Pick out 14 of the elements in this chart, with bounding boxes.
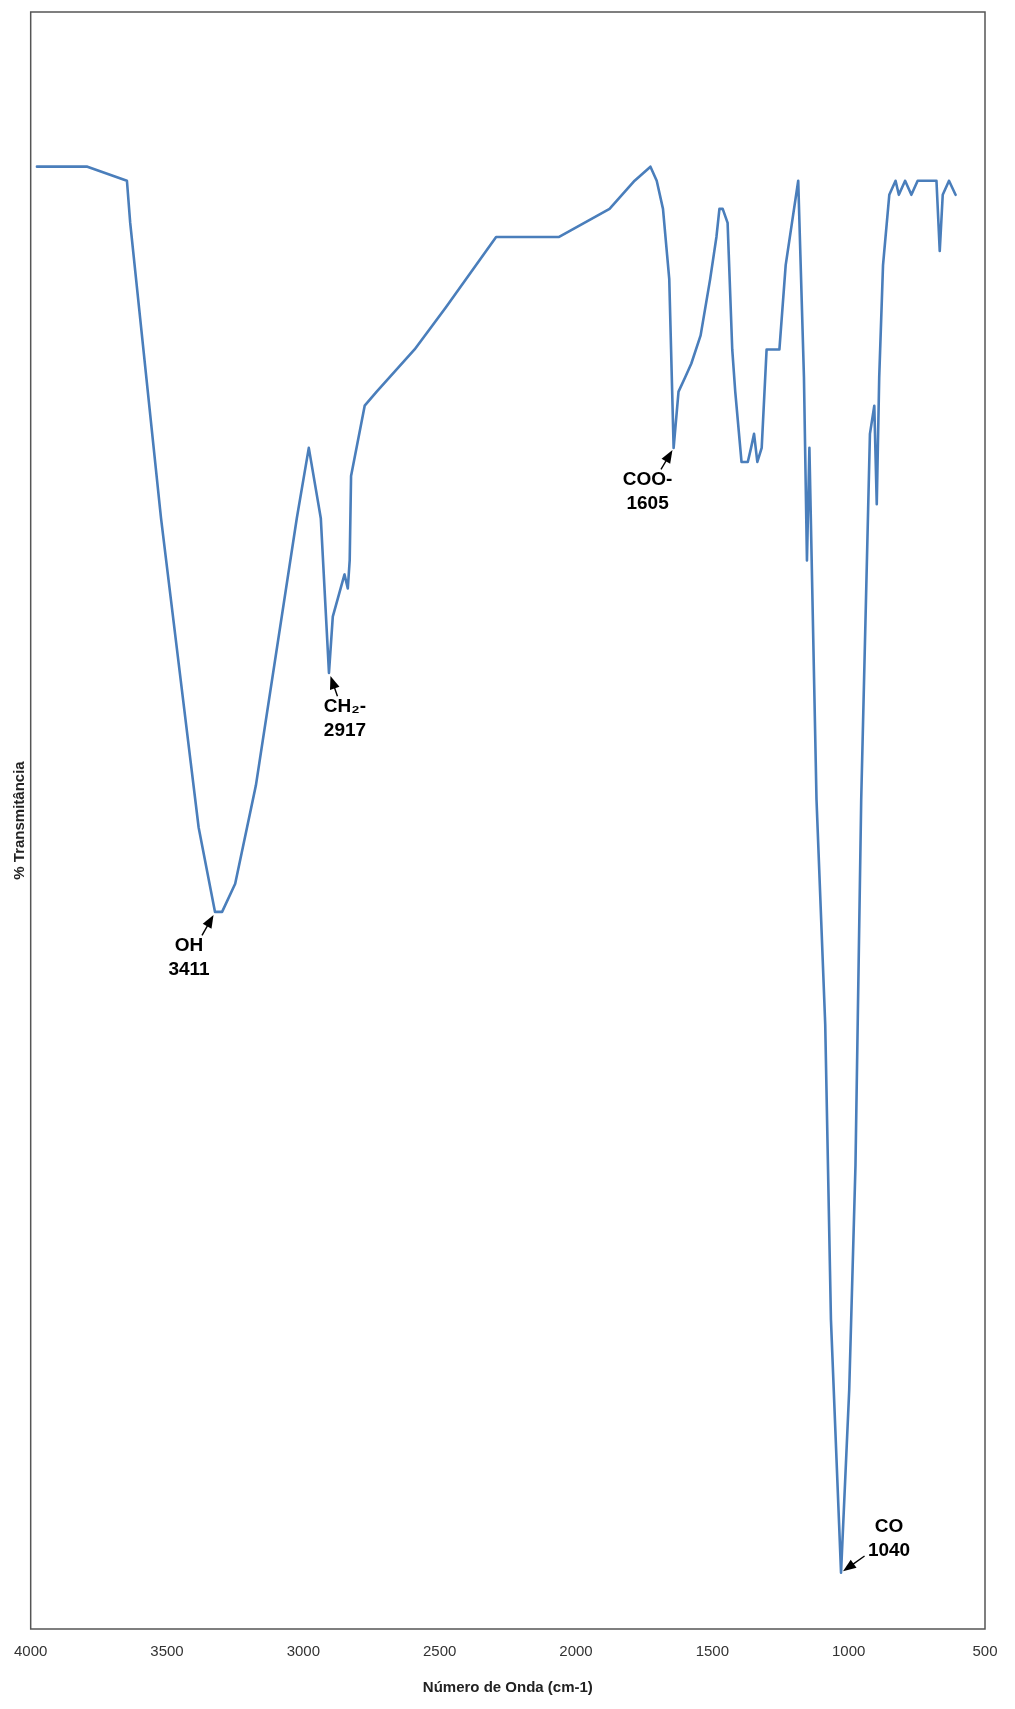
x-axis-title: Número de Onda (cm-1) xyxy=(422,1678,593,1696)
x-tick-label: 3500 xyxy=(150,1642,184,1660)
x-tick-label: 1500 xyxy=(695,1642,730,1660)
y-axis-title: % Transmitância xyxy=(9,760,27,880)
annotation: OH 3411 xyxy=(168,934,211,980)
annotation: CO 1040 xyxy=(867,1514,911,1560)
x-tick-label: 3000 xyxy=(286,1642,321,1660)
x-tick-label: 2500 xyxy=(422,1642,457,1660)
x-tick-label: 500 xyxy=(972,1642,998,1660)
annotation: COO- 1605 xyxy=(622,468,673,514)
x-tick-label: 4000 xyxy=(14,1642,48,1660)
x-tick-label: 2000 xyxy=(559,1642,593,1660)
annotation: CH₂- 2917 xyxy=(323,695,367,741)
x-tick-label: 1000 xyxy=(831,1642,866,1660)
